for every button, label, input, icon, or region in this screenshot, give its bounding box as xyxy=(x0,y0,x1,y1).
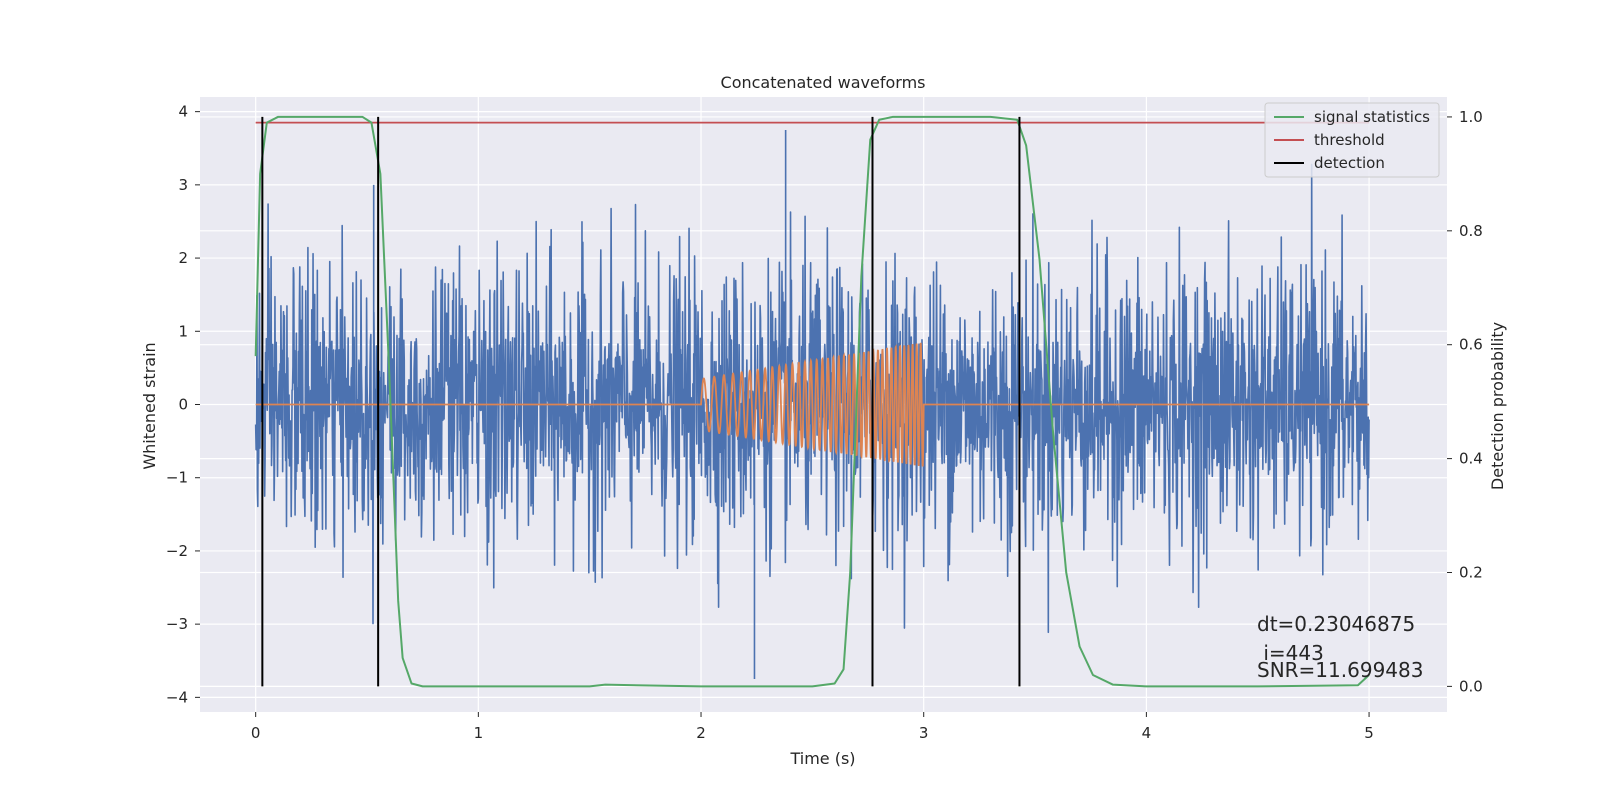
y-tick-label: −2 xyxy=(166,542,188,560)
x-tick-label: 1 xyxy=(474,724,484,742)
chirp-series xyxy=(255,342,1370,467)
y-tick-label: 3 xyxy=(178,176,188,194)
y-tick-label: 2 xyxy=(178,249,188,267)
x-tick-label: 3 xyxy=(919,724,929,742)
y-tick-label: 4 xyxy=(178,103,188,121)
x-axis-label: Time (s) xyxy=(789,749,855,768)
axes: 0 1 2 3 4 5 −4 −3 −2 −1 0 1 2 3 4 0.0 0.2 0.4 0.6 0.8 1.0 xyxy=(166,103,1483,742)
annotation-dt: dt=0.23046875 xyxy=(1257,612,1415,636)
y-axis-label: Whitened strain xyxy=(140,342,159,469)
legend: signal statistics threshold detection xyxy=(1264,102,1440,178)
x-tick-label: 4 xyxy=(1142,724,1152,742)
chart-title: Concatenated waveforms xyxy=(721,73,926,92)
y-tick-label: −3 xyxy=(166,615,188,633)
x-tick-label: 2 xyxy=(696,724,706,742)
chirp-line xyxy=(255,342,1370,467)
stats-series xyxy=(254,115,1370,688)
x-tick-label: 0 xyxy=(251,724,261,742)
y-tick-label: 1 xyxy=(178,322,188,340)
legend-label-detection: detection xyxy=(1314,154,1385,172)
y-tick-label: 0 xyxy=(178,396,188,414)
y2-tick-label: 0.0 xyxy=(1459,677,1483,695)
y2-tick-label: 0.8 xyxy=(1459,222,1483,240)
x-tick-label: 5 xyxy=(1364,724,1374,742)
y2-tick-label: 0.2 xyxy=(1459,563,1483,581)
strain-series xyxy=(254,129,1370,680)
y2-tick-label: 1.0 xyxy=(1459,108,1483,126)
y-tick-label: −1 xyxy=(166,469,188,487)
annotation-i: i=443 xyxy=(1257,641,1324,665)
legend-label-threshold: threshold xyxy=(1314,131,1385,149)
legend-label-signal-statistics: signal statistics xyxy=(1314,108,1430,126)
y-tick-label: −4 xyxy=(166,688,188,706)
strain-line xyxy=(254,129,1370,680)
y2-tick-label: 0.4 xyxy=(1459,450,1483,468)
legend-box xyxy=(1264,102,1440,178)
annotation-snr: SNR=11.699483 xyxy=(1257,658,1423,682)
signal-statistics-line xyxy=(254,115,1370,688)
y2-tick-label: 0.6 xyxy=(1459,336,1483,354)
y2-axis-label: Detection probability xyxy=(1488,322,1507,490)
